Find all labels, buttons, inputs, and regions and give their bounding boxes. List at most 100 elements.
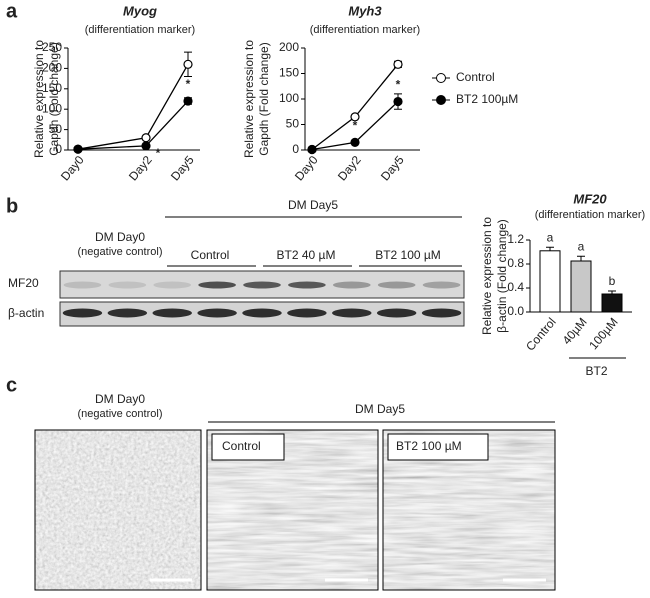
- y-axis-label: Gapdh (Fold change): [47, 42, 61, 155]
- band: [107, 308, 148, 318]
- blot-group: BT2 100 µM: [375, 248, 441, 262]
- band: [376, 308, 417, 318]
- bar: [601, 293, 623, 313]
- significance: *: [186, 77, 191, 91]
- blot-group: BT2 40 µM: [277, 248, 336, 262]
- y-axis-label: Gapdh (Fold change): [257, 42, 271, 155]
- x-tick-label: Day5: [378, 153, 407, 184]
- point: [350, 137, 360, 147]
- chart-subtitle: (differentiation marker): [85, 24, 195, 36]
- frame: [206, 429, 379, 591]
- y-axis-label: Relative expression to: [480, 217, 494, 335]
- band: [332, 281, 371, 289]
- x-tick-label: Day2: [335, 153, 364, 184]
- y-tick-label: 50: [49, 122, 63, 136]
- frame: [34, 429, 202, 591]
- error-bar: [546, 246, 554, 251]
- band: [288, 281, 326, 289]
- band: [243, 281, 281, 289]
- x-tick-label: 40µM: [560, 315, 590, 347]
- band: [63, 281, 102, 289]
- point: [141, 141, 151, 151]
- band: [153, 281, 192, 289]
- y-tick-label: 200: [42, 61, 62, 75]
- significance: *: [396, 78, 401, 92]
- group-label: BT2: [585, 364, 607, 378]
- chart-title: Myh3: [348, 3, 382, 18]
- y-tick-label: 1.2: [507, 232, 524, 246]
- significance: *: [353, 119, 358, 133]
- band: [332, 308, 372, 318]
- blot-group: Control: [191, 248, 230, 262]
- point: [307, 144, 317, 155]
- blot-header-note: (negative control): [78, 246, 163, 258]
- y-tick-label: 100: [279, 91, 299, 105]
- y-tick-label: 100: [42, 101, 62, 115]
- point: [393, 96, 403, 107]
- band: [108, 281, 147, 289]
- band: [198, 281, 236, 289]
- blot-header: DM Day5: [288, 198, 338, 212]
- y-axis-label: β-actin (Fold change): [495, 219, 509, 333]
- band: [197, 308, 237, 318]
- series-line: [311, 63, 399, 151]
- panel-label: a: [6, 0, 18, 22]
- y-tick-label: 0.0: [507, 304, 524, 318]
- y-axis-label: Relative expression to: [32, 40, 46, 158]
- point: [141, 133, 151, 143]
- label-box: [211, 433, 285, 461]
- image-label: Control: [222, 439, 261, 453]
- chart-title: Myog: [123, 3, 157, 18]
- x-tick-label: 100µM: [586, 315, 620, 352]
- band: [242, 308, 282, 318]
- image-label: BT2 100 µM: [396, 439, 462, 453]
- series-line: [77, 63, 189, 150]
- label-box: [387, 433, 489, 461]
- band: [152, 308, 192, 318]
- group-letter: b: [609, 274, 616, 288]
- blot: [59, 270, 465, 327]
- x-tick-label: Control: [523, 315, 559, 354]
- band: [287, 308, 327, 318]
- x-tick-label: Day0: [292, 153, 321, 184]
- legend-marker: [436, 73, 446, 83]
- blot-row-label: MF20: [8, 276, 39, 290]
- group-letter: a: [547, 230, 554, 244]
- point: [183, 96, 193, 106]
- y-tick-label: 50: [286, 117, 300, 131]
- micrograph: [34, 429, 202, 591]
- y-tick-label: 200: [279, 40, 299, 54]
- band: [377, 281, 416, 289]
- legend-label: Control: [456, 70, 495, 84]
- image-header: DM Day5: [355, 402, 405, 416]
- y-tick-label: 250: [42, 40, 62, 54]
- chart-title: MF20: [573, 191, 607, 206]
- blot-row-label: β-actin: [8, 306, 44, 320]
- image-header-note: (negative control): [78, 408, 163, 420]
- y-tick-label: 150: [42, 81, 62, 95]
- series-line: [77, 100, 189, 150]
- y-tick-label: 0.8: [507, 256, 524, 270]
- error-bar: [577, 255, 585, 261]
- legend-marker: [436, 95, 446, 105]
- point: [183, 59, 193, 69]
- frame: [382, 429, 556, 591]
- bar: [570, 260, 592, 313]
- y-axis-label: Relative expression to: [242, 40, 256, 158]
- point: [350, 112, 360, 122]
- band: [62, 308, 103, 318]
- blot-header: DM Day0: [95, 230, 145, 244]
- y-tick-label: 0: [55, 142, 62, 156]
- bar: [539, 250, 561, 313]
- significance: *: [156, 146, 161, 160]
- x-tick-label: Day0: [58, 153, 87, 184]
- chart-subtitle: (differentiation marker): [535, 209, 645, 221]
- band: [422, 281, 461, 289]
- chart-subtitle: (differentiation marker): [310, 24, 420, 36]
- legend-label: BT2 100µM: [456, 92, 518, 106]
- band: [421, 308, 462, 318]
- x-tick-label: Day5: [168, 153, 197, 184]
- group-letter: a: [578, 239, 585, 253]
- error-bar: [608, 290, 616, 294]
